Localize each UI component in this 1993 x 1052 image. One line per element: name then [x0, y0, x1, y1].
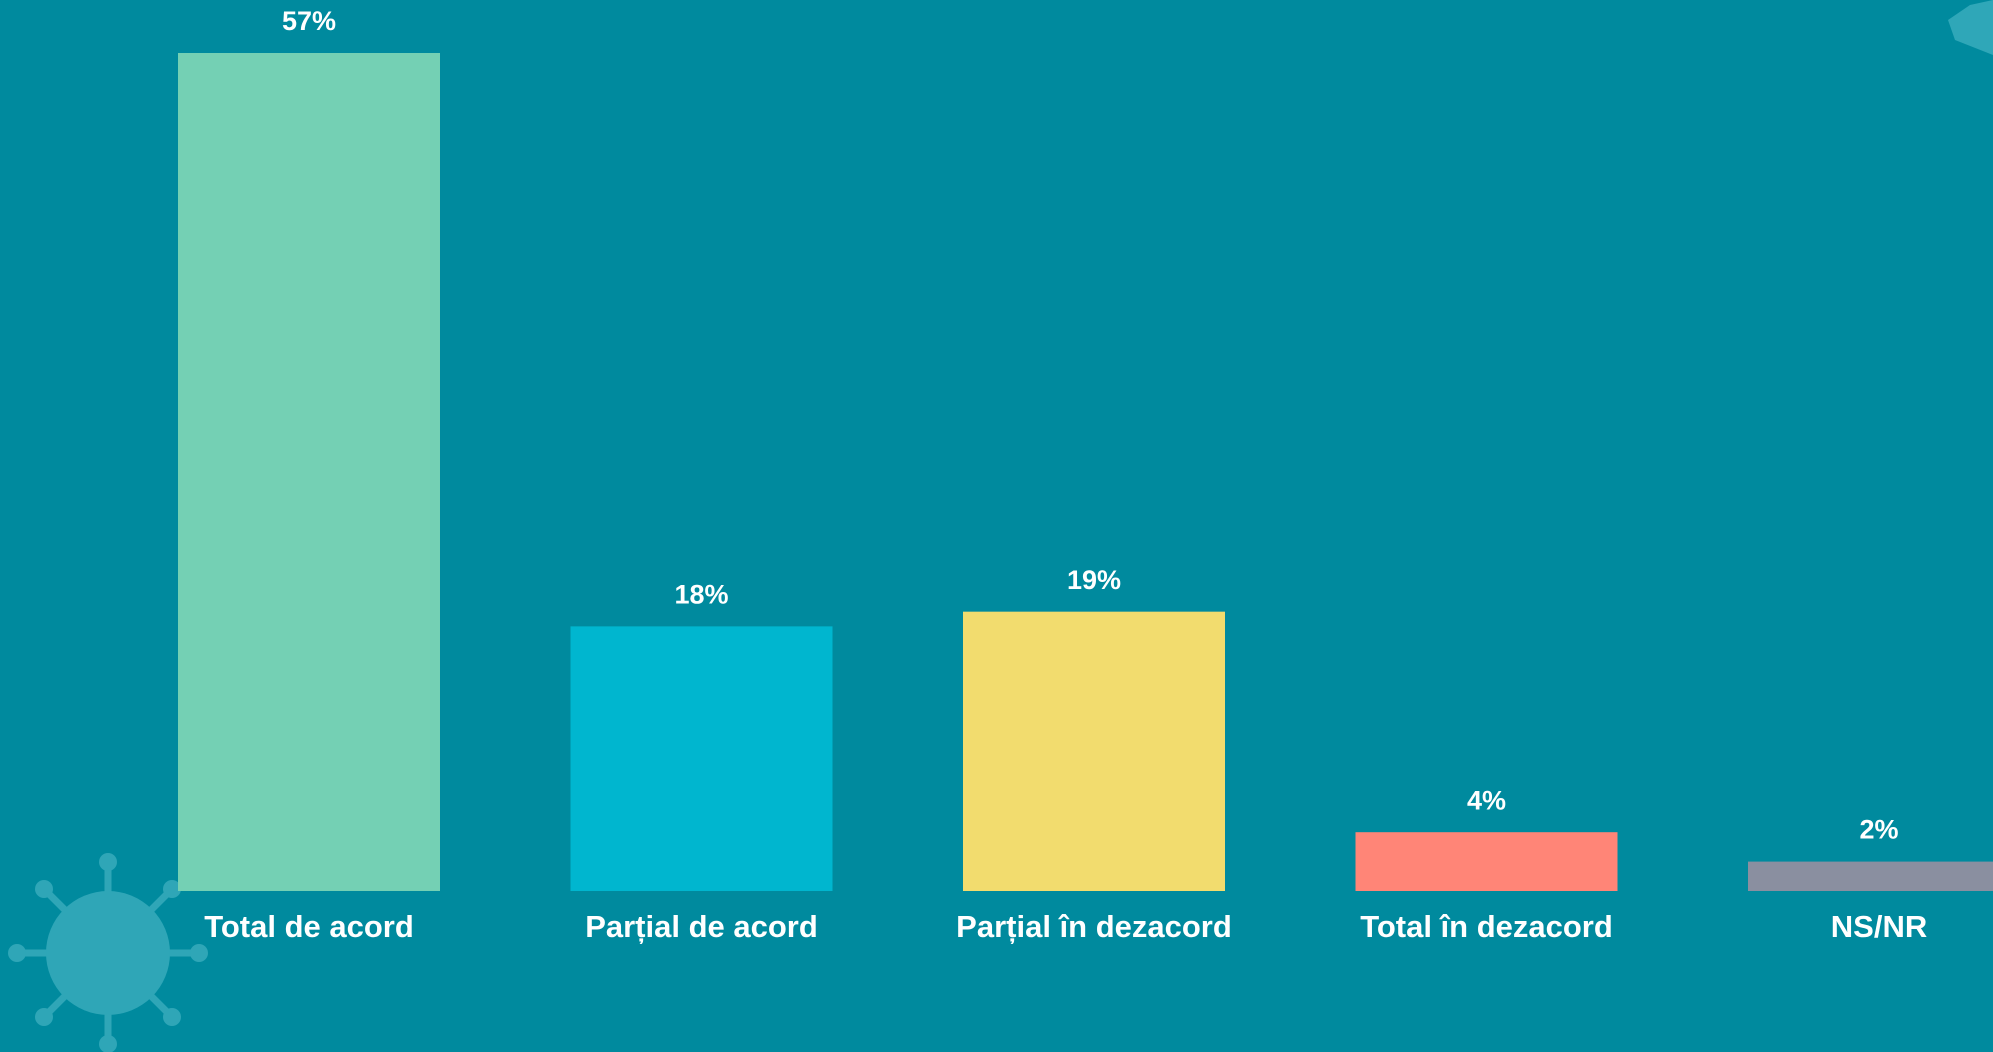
bar: [963, 611, 1225, 891]
bar: [570, 626, 833, 891]
value-label: 2%: [1859, 815, 1898, 845]
category-label: Total în dezacord: [1360, 909, 1613, 944]
value-label: 4%: [1467, 785, 1506, 815]
virus-decoration: [8, 853, 208, 1052]
bar: [1355, 832, 1618, 891]
value-label: 19%: [1067, 565, 1121, 595]
category-label: Total de acord: [204, 909, 414, 944]
category-label: Parțial de acord: [585, 909, 818, 944]
category-label: NS/NR: [1831, 909, 1927, 944]
bar: [178, 53, 440, 891]
value-label: 57%: [282, 6, 336, 36]
bar: [1748, 861, 1993, 891]
corner-decoration: [1948, 0, 1993, 55]
category-label: Parțial în dezacord: [956, 909, 1232, 944]
value-label: 18%: [674, 579, 728, 609]
